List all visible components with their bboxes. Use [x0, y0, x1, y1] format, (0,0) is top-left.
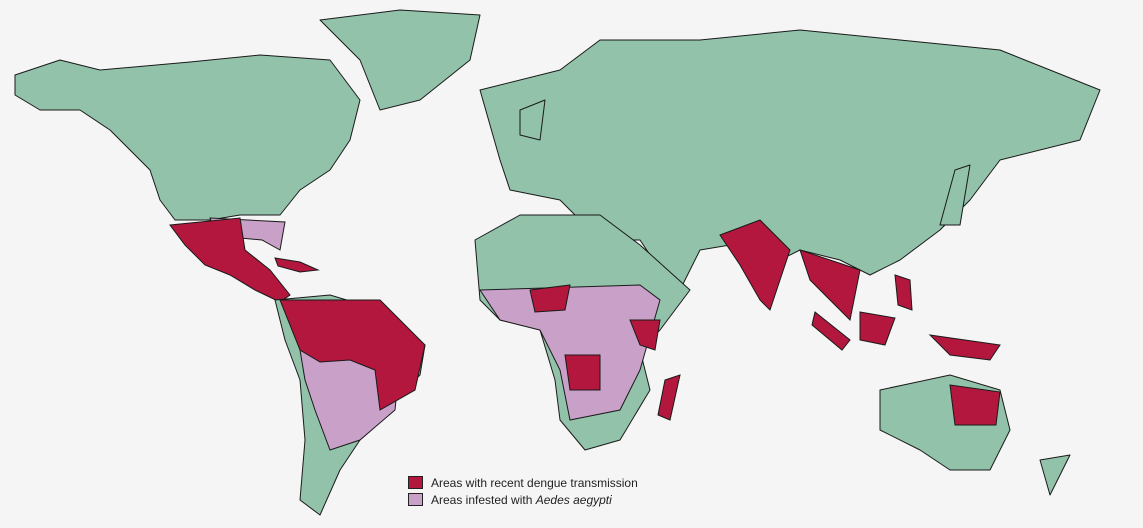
africa-infested — [479, 284, 661, 421]
papua — [928, 334, 1001, 361]
new-zealand — [1039, 454, 1071, 496]
angola — [564, 354, 601, 391]
legend-species: Aedes aegypti — [535, 492, 612, 507]
uk — [519, 99, 546, 141]
north-america — [14, 54, 361, 221]
legend-label: Areas with recent dengue transmission — [431, 475, 638, 490]
greenland — [319, 9, 481, 111]
caribbean — [274, 257, 320, 273]
east-africa — [629, 319, 661, 351]
queensland — [949, 384, 1001, 426]
southeast-asia — [799, 249, 861, 322]
india — [719, 219, 791, 311]
sumatra — [811, 311, 851, 351]
legend-item: Areas with recent dengue transmission — [408, 474, 638, 491]
madagascar — [657, 374, 681, 421]
south-america-dengue — [279, 299, 426, 411]
legend-item: Areas infested with Aedes aegypti — [408, 491, 638, 508]
legend-swatch — [408, 493, 423, 506]
legend-label: Areas infested with — [431, 492, 533, 507]
nigeria — [529, 284, 571, 313]
philippines — [894, 274, 913, 311]
legend: Areas with recent dengue transmission Ar… — [408, 474, 638, 508]
japan — [939, 164, 971, 226]
borneo — [859, 311, 896, 346]
legend-swatch — [408, 476, 423, 489]
